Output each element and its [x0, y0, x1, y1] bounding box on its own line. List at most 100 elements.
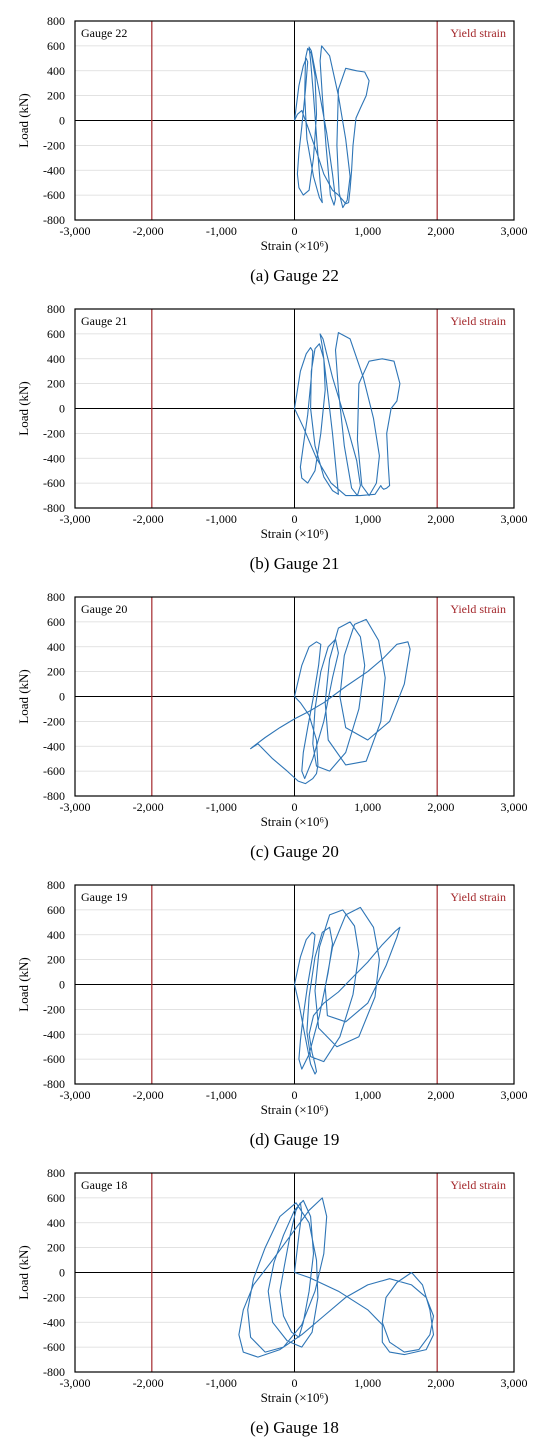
y-tick-label: 600	[47, 327, 65, 341]
plot-frame	[74, 1172, 515, 1373]
x-tick-label: 0	[292, 224, 298, 238]
y-tick-label: -400	[43, 1027, 65, 1041]
x-tick-label: -1,000	[206, 1088, 237, 1102]
y-tick-label: 200	[47, 953, 65, 967]
x-tick-label: 2,000	[427, 224, 454, 238]
yield-strain-label: Yield strain	[450, 890, 506, 904]
x-tick-label: 1,000	[354, 1088, 381, 1102]
plot-frame	[74, 308, 515, 509]
x-axis-label: Strain (×10⁶)	[261, 238, 329, 253]
y-tick-label: -800	[43, 501, 65, 515]
y-tick-label: -800	[43, 213, 65, 227]
x-tick-label: -2,000	[133, 224, 164, 238]
x-tick-label: 3,000	[501, 1376, 528, 1390]
y-tick-label: 800	[47, 878, 65, 892]
load-strain-series	[293, 332, 401, 497]
y-tick-label: -800	[43, 789, 65, 803]
y-tick-label: 400	[47, 1216, 65, 1230]
x-tick-label: 1,000	[354, 1376, 381, 1390]
y-tick-label: 600	[47, 903, 65, 917]
x-axis-label: Strain (×10⁶)	[261, 1390, 329, 1405]
panel-label: Gauge 21	[81, 314, 127, 328]
y-tick-label: 400	[47, 640, 65, 654]
x-tick-label: 2,000	[427, 800, 454, 814]
y-tick-label: -200	[43, 138, 65, 152]
x-axis-label: Strain (×10⁶)	[261, 814, 329, 829]
x-tick-label: -3,000	[60, 512, 91, 526]
chart-panel-4: -800 -600 -400 -200 0 200 400 600 800 -3,000 -2,00…	[16, 878, 528, 1149]
y-tick-label: 0	[59, 690, 65, 704]
x-tick-label: -3,000	[60, 800, 91, 814]
yield-strain-label: Yield strain	[450, 1178, 506, 1192]
y-tick-label: 800	[47, 590, 65, 604]
x-axis-label: Strain (×10⁶)	[261, 1102, 329, 1117]
chart-panel-2: -800 -600 -400 -200 0 200 400 600 800 -3,000 -2,00…	[16, 302, 528, 573]
y-tick-label: 0	[59, 1266, 65, 1280]
y-tick-label: 0	[59, 114, 65, 128]
x-tick-label: -2,000	[133, 512, 164, 526]
chart-panel-3: -800 -600 -400 -200 0 200 400 600 800 -3,000 -2,00…	[16, 590, 528, 861]
y-axis-label: Load (kN)	[16, 957, 31, 1012]
panel-caption: (c) Gauge 20	[250, 842, 339, 861]
y-tick-label: -200	[43, 714, 65, 728]
chart-panel-1: -800 -600 -400 -200 0 200 400 600 800 -3,000 -2,00…	[16, 14, 528, 285]
x-tick-label: 0	[292, 800, 298, 814]
yield-strain-label: Yield strain	[450, 26, 506, 40]
panel-caption: (e) Gauge 18	[250, 1418, 339, 1437]
y-tick-label: 200	[47, 89, 65, 103]
y-tick-label: -800	[43, 1365, 65, 1379]
y-axis-label: Load (kN)	[16, 93, 31, 148]
plot-frame	[74, 596, 515, 797]
yield-strain-label: Yield strain	[450, 602, 506, 616]
x-tick-label: 2,000	[427, 512, 454, 526]
y-axis-label: Load (kN)	[16, 669, 31, 724]
x-tick-label: 3,000	[501, 512, 528, 526]
x-tick-label: -2,000	[133, 1376, 164, 1390]
y-tick-label: 200	[47, 665, 65, 679]
y-tick-label: -200	[43, 426, 65, 440]
plot-frame	[74, 884, 515, 1085]
y-tick-label: 0	[59, 402, 65, 416]
panel-caption: (b) Gauge 21	[250, 554, 340, 573]
x-tick-label: 0	[292, 512, 298, 526]
x-tick-label: -3,000	[60, 1376, 91, 1390]
x-tick-label: 0	[292, 1088, 298, 1102]
load-strain-series	[238, 1197, 435, 1358]
x-tick-label: 1,000	[354, 800, 381, 814]
x-tick-label: 0	[292, 1376, 298, 1390]
x-tick-label: 1,000	[354, 512, 381, 526]
y-tick-label: -400	[43, 451, 65, 465]
load-strain-series	[293, 45, 370, 209]
y-tick-label: -600	[43, 476, 65, 490]
y-tick-label: 600	[47, 615, 65, 629]
x-tick-label: -3,000	[60, 1088, 91, 1102]
x-tick-label: -1,000	[206, 224, 237, 238]
panel-label: Gauge 19	[81, 890, 127, 904]
x-tick-label: -1,000	[206, 1376, 237, 1390]
x-tick-label: 3,000	[501, 1088, 528, 1102]
x-tick-label: 2,000	[427, 1088, 454, 1102]
y-tick-label: -200	[43, 1002, 65, 1016]
x-tick-label: -2,000	[133, 1088, 164, 1102]
chart-panel-5: -800 -600 -400 -200 0 200 400 600 800 -3,000 -2,00…	[16, 1166, 528, 1437]
x-tick-label: -1,000	[206, 512, 237, 526]
y-tick-label: 200	[47, 1241, 65, 1255]
y-tick-label: 400	[47, 928, 65, 942]
x-tick-label: 1,000	[354, 224, 381, 238]
y-tick-label: -600	[43, 764, 65, 778]
y-tick-label: 600	[47, 39, 65, 53]
x-axis-label: Strain (×10⁶)	[261, 526, 329, 541]
y-axis-label: Load (kN)	[16, 1245, 31, 1300]
x-tick-label: 3,000	[501, 224, 528, 238]
y-tick-label: 0	[59, 978, 65, 992]
y-tick-label: 800	[47, 302, 65, 316]
panel-caption: (d) Gauge 19	[250, 1130, 340, 1149]
load-strain-series	[250, 618, 411, 785]
x-tick-label: -3,000	[60, 224, 91, 238]
y-tick-label: -400	[43, 163, 65, 177]
y-tick-label: -600	[43, 1052, 65, 1066]
x-tick-label: 3,000	[501, 800, 528, 814]
y-tick-label: 400	[47, 64, 65, 78]
y-tick-label: -600	[43, 188, 65, 202]
x-tick-label: 2,000	[427, 1376, 454, 1390]
